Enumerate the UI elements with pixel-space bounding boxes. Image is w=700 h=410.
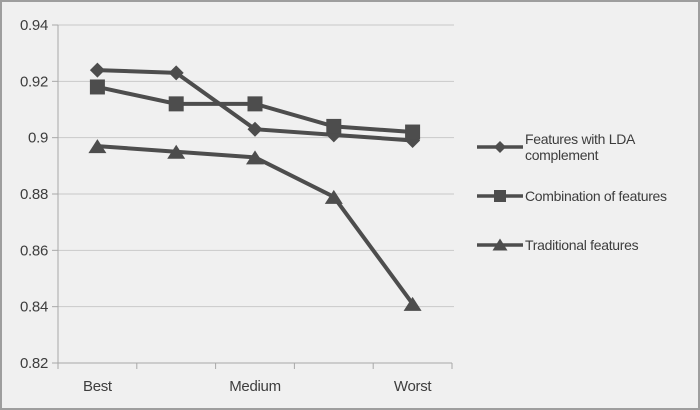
data-point-triangle [167,144,186,159]
x-category-label: Best [83,378,113,395]
y-tick-label: 0.94 [20,17,48,34]
data-point-square [168,96,184,112]
data-point-diamond [247,121,263,137]
data-point-diamond [89,62,105,78]
x-category-label: Worst [394,378,433,395]
data-point-square [89,79,105,95]
data-point-triangle [403,296,422,311]
data-point-triangle [246,150,264,165]
y-tick-label: 0.92 [20,73,48,90]
data-point-square [326,118,342,134]
y-tick-label: 0.9 [28,130,48,147]
data-point-triangle [88,139,107,154]
data-point-square [247,96,263,112]
y-tick-label: 0.88 [20,186,48,203]
data-point-diamond [168,65,184,81]
x-category-label: Medium [229,378,281,395]
y-tick-label: 0.86 [20,242,48,259]
data-point-square [405,124,421,140]
data-point-triangle [324,189,343,204]
y-tick-label: 0.82 [20,355,48,372]
series-line-triangle [97,144,415,306]
y-tick-label: 0.84 [20,299,48,316]
